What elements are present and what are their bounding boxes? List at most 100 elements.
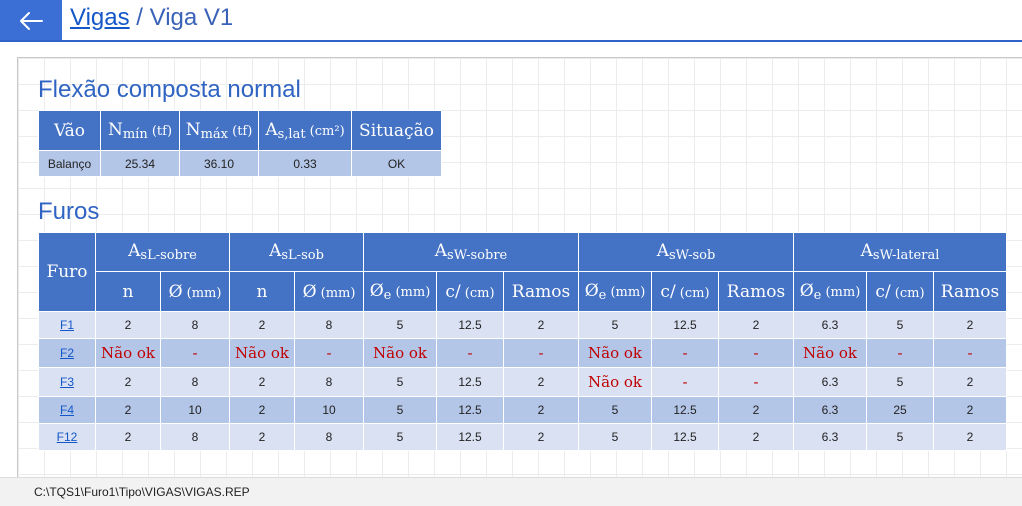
cell-asl-sob-n: Não ok	[229, 338, 295, 368]
cell-asw-sobre-diam: 5	[363, 367, 437, 397]
col-espacamento: c/ (cm)	[651, 271, 719, 312]
cell-asw-sob-ramos: 2	[718, 423, 794, 451]
cell-asw-lateral-ramos: 2	[933, 367, 1007, 397]
cell-asl-sobre-diam: 10	[160, 396, 230, 424]
flexao-title: Flexão composta normal	[38, 76, 301, 103]
cell-asw-sobre-ramos: 2	[503, 311, 579, 339]
cell-asw-lateral-diam: 6.3	[793, 396, 867, 424]
cell-asw-sob-ramos: 2	[718, 311, 794, 339]
furo-link[interactable]: F4	[59, 403, 74, 417]
cell-asw-lateral-ramos: -	[933, 338, 1007, 368]
col-nmax: Nmáx (tf)	[179, 110, 259, 151]
cell-asw-sob-c: 12.5	[651, 423, 719, 451]
cell-asl-sobre-diam: 8	[160, 367, 230, 397]
cell-asl-sobre-n: 2	[95, 311, 161, 339]
cell-asl-sob-n: 2	[229, 423, 295, 451]
cell-situacao: OK	[351, 150, 442, 177]
cell-furo: F12	[38, 423, 96, 451]
col-n: n	[229, 271, 295, 312]
cell-furo: F4	[38, 396, 96, 424]
cell-asw-lateral-c: 5	[866, 423, 934, 451]
cell-asw-sob-diam: 5	[578, 423, 652, 451]
cell-asl-sob-n: 2	[229, 396, 295, 424]
col-ramos: Ramos	[718, 271, 794, 312]
cell-nmin: 25.34	[100, 150, 180, 177]
col-situacao: Situação	[351, 110, 442, 151]
cell-asw-sobre-c: 12.5	[436, 396, 504, 424]
cell-asw-lateral-c: 5	[866, 367, 934, 397]
col-diam-e: Øe (mm)	[578, 271, 652, 312]
cell-asw-sobre-c: -	[436, 338, 504, 368]
cell-furo: F3	[38, 367, 96, 397]
col-aslat: As,lat (cm²)	[258, 110, 352, 151]
cell-asw-sobre-c: 12.5	[436, 423, 504, 451]
cell-asw-sobre-c: 12.5	[436, 311, 504, 339]
cell-furo: F1	[38, 311, 96, 339]
col-n: n	[95, 271, 161, 312]
col-diam-e: Øe (mm)	[363, 271, 437, 312]
cell-asw-sobre-diam: Não ok	[363, 338, 437, 368]
cell-asw-sob-diam: Não ok	[578, 367, 652, 397]
cell-asl-sobre-n: 2	[95, 367, 161, 397]
table-row: F3 2 8 2 8 5 12.5 2 Não ok - -6.3 5 2	[38, 367, 1007, 397]
cell-asw-sobre-diam: 5	[363, 423, 437, 451]
col-diam: Ø (mm)	[160, 271, 230, 312]
cell-furo: F2	[38, 338, 96, 368]
cell-asl-sobre-diam: 8	[160, 423, 230, 451]
cell-asw-sobre-ramos: 2	[503, 423, 579, 451]
cell-asw-sob-diam: Não ok	[578, 338, 652, 368]
group-asl-sobre: AsL-sobre	[95, 232, 230, 272]
cell-asl-sob-diam: 8	[294, 423, 364, 451]
col-nmin: Nmín (tf)	[100, 110, 180, 151]
status-bar: C:\TQS1\Furo1\Tipo\VIGAS\VIGAS.REP	[0, 477, 1022, 506]
group-asw-lateral: AsW-lateral	[793, 232, 1007, 272]
furo-link[interactable]: F12	[56, 430, 78, 444]
cell-asl-sob-diam: 10	[294, 396, 364, 424]
col-furo: Furo	[38, 232, 96, 312]
arrow-left-icon	[20, 12, 43, 30]
group-asw-sob: AsW-sob	[578, 232, 794, 272]
cell-asw-sobre-c: 12.5	[436, 367, 504, 397]
cell-asl-sob-diam: 8	[294, 367, 364, 397]
cell-asw-lateral-c: 25	[866, 396, 934, 424]
report-canvas: Flexão composta normal Vão Nmín (tf) Nmá…	[17, 57, 1022, 478]
cell-asw-sobre-diam: 5	[363, 311, 437, 339]
col-diam-e: Øe (mm)	[793, 271, 867, 312]
cell-asw-sob-diam: 5	[578, 311, 652, 339]
cell-vao: Balanço	[38, 150, 101, 177]
cell-asw-sob-c: 12.5	[651, 311, 719, 339]
col-diam: Ø (mm)	[294, 271, 364, 312]
cell-asl-sobre-n: 2	[95, 423, 161, 451]
furo-link[interactable]: F3	[59, 375, 74, 389]
header-bar: Vigas / Viga V1	[0, 0, 1022, 42]
cell-asw-sob-c: -	[651, 338, 719, 368]
cell-asl-sobre-n: Não ok	[95, 338, 161, 368]
col-vao: Vão	[38, 110, 101, 151]
furo-link[interactable]: F2	[59, 346, 74, 360]
header-divider	[0, 40, 1022, 42]
file-path: C:\TQS1\Furo1\Tipo\VIGAS\VIGAS.REP	[34, 485, 250, 499]
table-row: Balanço 25.34 36.10 0.33 OK	[38, 150, 442, 177]
col-espacamento: c/ (cm)	[436, 271, 504, 312]
furo-link[interactable]: F1	[59, 318, 74, 332]
cell-asw-sob-ramos: -	[718, 338, 794, 368]
cell-asw-lateral-diam: 6.3	[793, 311, 867, 339]
cell-asw-sob-c: 12.5	[651, 396, 719, 424]
cell-asl-sobre-n: 2	[95, 396, 161, 424]
furos-title: Furos	[38, 198, 100, 225]
cell-asw-lateral-diam: Não ok	[793, 338, 867, 368]
breadcrumb-vigas-link[interactable]: Vigas	[70, 4, 130, 31]
cell-asw-sobre-diam: 5	[363, 396, 437, 424]
cell-asw-lateral-ramos: 2	[933, 311, 1007, 339]
cell-asw-lateral-diam: 6.3	[793, 423, 867, 451]
cell-asw-sob-ramos: -	[718, 367, 794, 397]
cell-nmax: 36.10	[179, 150, 259, 177]
cell-asw-sob-c: -	[651, 367, 719, 397]
table-row: F2 Não ok - Não ok - Não ok - - Não ok - - Não ok - -	[38, 338, 1007, 368]
back-button[interactable]	[0, 0, 62, 42]
cell-asw-lateral-ramos: 2	[933, 423, 1007, 451]
group-asl-sob: AsL-sob	[229, 232, 364, 272]
group-asw-sobre: AsW-sobre	[363, 232, 579, 272]
breadcrumb-separator: /	[129, 4, 150, 31]
cell-asl-sob-diam: -	[294, 338, 364, 368]
